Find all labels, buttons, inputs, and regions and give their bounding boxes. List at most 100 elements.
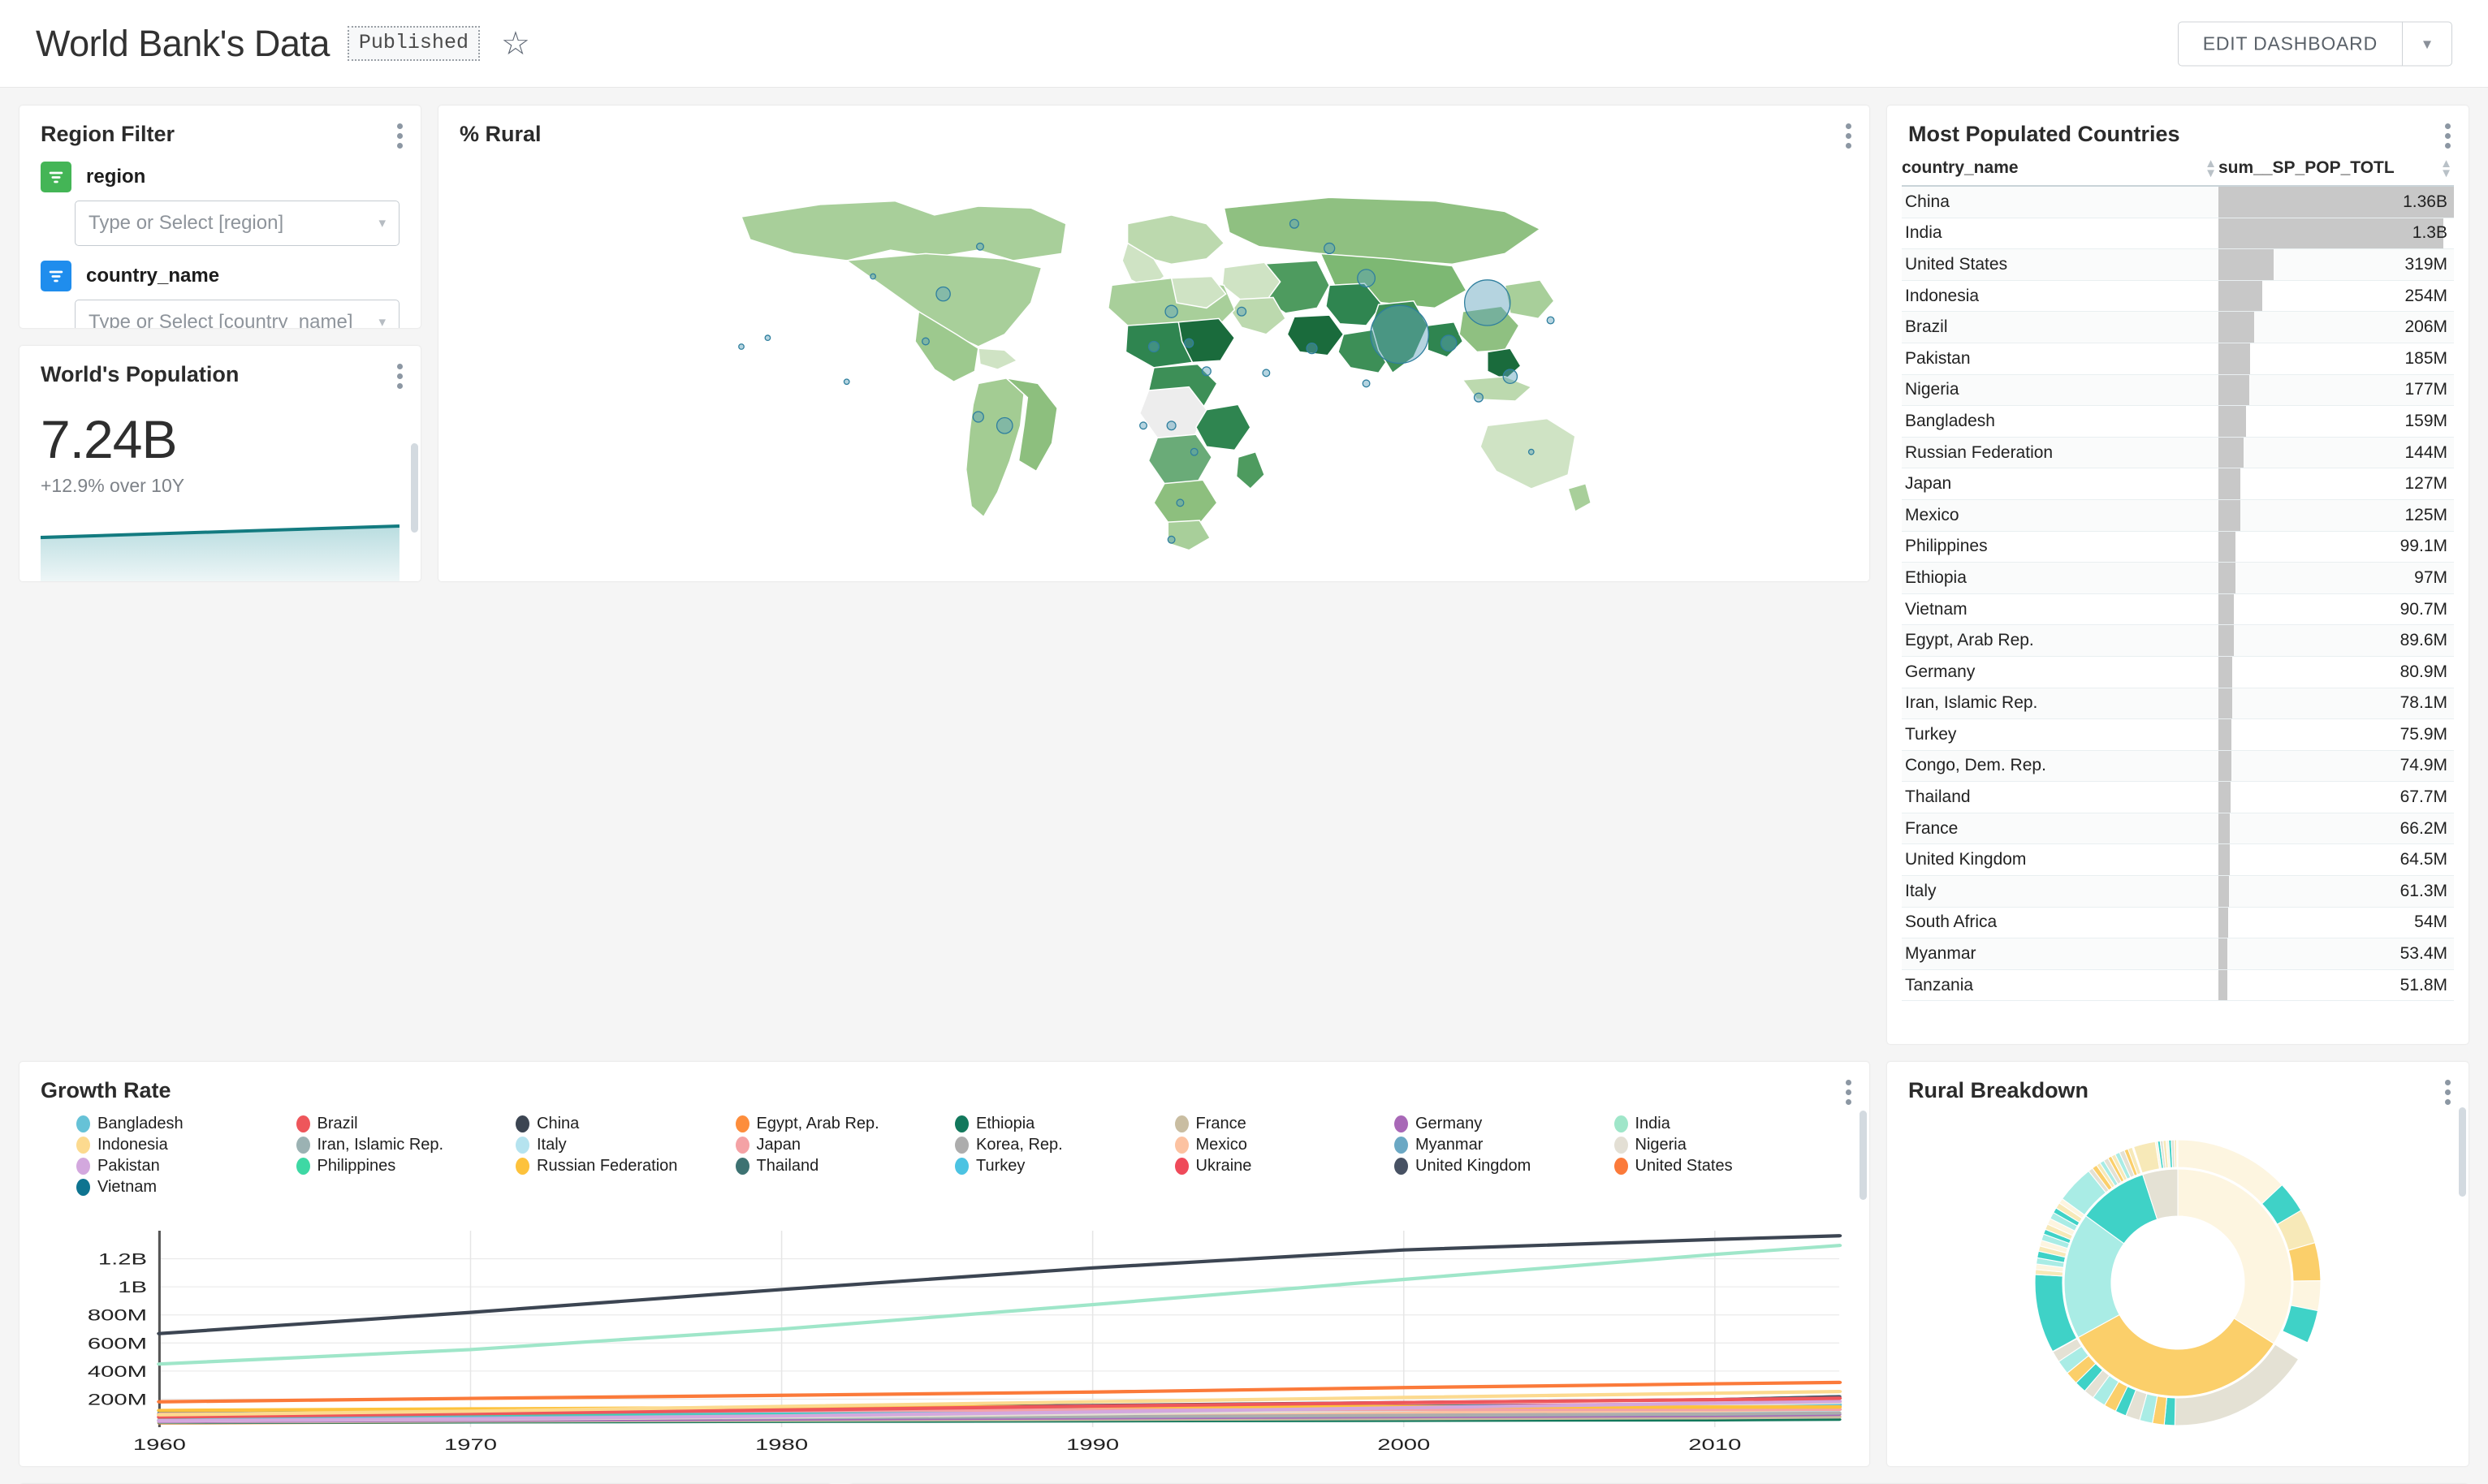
cell-country-name: Italy — [1905, 881, 1937, 900]
legend-swatch — [296, 1137, 310, 1154]
legend-item-1[interactable]: Brazil — [296, 1115, 516, 1133]
table-row[interactable]: Vietnam 90.7M — [1902, 593, 2454, 626]
table-row[interactable]: United States 319M — [1902, 249, 2454, 281]
table-row[interactable]: Iran, Islamic Rep. 78.1M — [1902, 688, 2454, 720]
value-bar — [2218, 782, 2231, 813]
table-row[interactable]: South Africa 54M — [1902, 907, 2454, 939]
legend-item-5[interactable]: France — [1174, 1115, 1395, 1133]
table-row[interactable]: Mexico 125M — [1902, 499, 2454, 532]
rural-map-card: % Rural — [438, 106, 1869, 581]
region-select[interactable]: Type or Select [region] ▾ — [75, 201, 400, 246]
table-row[interactable]: Tanzania 51.8M — [1902, 969, 2454, 1002]
legend-item-11[interactable]: Japan — [735, 1136, 956, 1154]
table-row[interactable]: United Kingdom 64.5M — [1902, 844, 2454, 877]
value-bar — [2218, 907, 2228, 938]
legend-item-4[interactable]: Ethiopia — [955, 1115, 1175, 1133]
table-body: China 1.36B India 1.3B United States 319M Indo… — [1887, 187, 2469, 1002]
legend-swatch — [955, 1115, 969, 1132]
legend-item-14[interactable]: Myanmar — [1394, 1136, 1614, 1154]
table-row[interactable]: Italy 61.3M — [1902, 876, 2454, 908]
table-row[interactable]: Pakistan 185M — [1902, 343, 2454, 375]
legend-item-23[interactable]: United States — [1613, 1157, 1834, 1176]
cell-country-name: Russian Federation — [1905, 442, 2054, 462]
table-row[interactable]: Bangladesh 159M — [1902, 406, 2454, 438]
cell-population: 89.6M — [2218, 625, 2454, 656]
legend-item-19[interactable]: Thailand — [735, 1157, 956, 1176]
table-row[interactable]: India 1.3B — [1902, 218, 2454, 250]
legend-item-3[interactable]: Egypt, Arab Rep. — [735, 1115, 956, 1133]
chevron-down-icon[interactable]: ▾ — [2402, 21, 2452, 66]
page-title: World Bank's Data — [36, 22, 330, 64]
table-row[interactable]: China 1.36B — [1902, 187, 2454, 218]
kebab-menu-icon[interactable] — [1846, 123, 1851, 149]
header-actions: EDIT DASHBOARD ▾ — [2177, 21, 2452, 66]
legend-item-6[interactable]: Germany — [1394, 1115, 1614, 1133]
legend-item-22[interactable]: United Kingdom — [1394, 1157, 1614, 1176]
scrollbar[interactable] — [411, 443, 418, 533]
table-row[interactable]: Turkey 75.9M — [1902, 719, 2454, 751]
legend-swatch — [76, 1115, 90, 1132]
legend-item-16[interactable]: Pakistan — [76, 1157, 296, 1176]
kebab-menu-icon[interactable] — [2445, 1080, 2451, 1105]
legend-item-7[interactable]: India — [1613, 1115, 1834, 1133]
cell-population: 1.36B — [2218, 187, 2454, 218]
legend-item-13[interactable]: Mexico — [1174, 1136, 1395, 1154]
legend-item-9[interactable]: Iran, Islamic Rep. — [296, 1136, 516, 1154]
table-row[interactable]: Congo, Dem. Rep. 74.9M — [1902, 750, 2454, 783]
value-bar — [2218, 938, 2228, 969]
table-row[interactable]: Myanmar 53.4M — [1902, 938, 2454, 970]
cell-country-name: China — [1905, 192, 1950, 211]
scrollbar[interactable] — [1860, 1111, 1867, 1200]
table-row[interactable]: France 66.2M — [1902, 813, 2454, 845]
kebab-menu-icon[interactable] — [397, 364, 403, 389]
country-name-select[interactable]: Type or Select [country_name] ▾ — [75, 300, 400, 328]
table-row[interactable]: Nigeria 177M — [1902, 374, 2454, 407]
legend-item-20[interactable]: Turkey — [955, 1157, 1175, 1176]
value-bar — [2218, 688, 2232, 719]
scrollbar[interactable] — [2459, 1107, 2466, 1197]
growth-rate-line-chart[interactable]: 200M 400M 600M 800M 1B 1.2B 1960 1970 1980 1990 20… — [19, 1224, 1869, 1466]
star-icon[interactable]: ☆ — [500, 25, 530, 62]
table-row[interactable]: Ethiopia 97M — [1902, 563, 2454, 594]
table-row[interactable]: Indonesia 254M — [1902, 280, 2454, 313]
legend-item-24[interactable]: Vietnam — [76, 1178, 296, 1197]
legend-item-17[interactable]: Philippines — [296, 1157, 516, 1176]
kebab-menu-icon[interactable] — [2445, 123, 2451, 149]
cell-country-name: India — [1905, 223, 1942, 243]
cell-population: 319M — [2218, 249, 2454, 280]
legend-item-18[interactable]: Russian Federation — [516, 1157, 736, 1176]
table-row[interactable]: Germany 80.9M — [1902, 656, 2454, 688]
table-row[interactable]: Thailand 67.7M — [1902, 782, 2454, 813]
column-header-population[interactable]: sum__SP_POP_TOTL ▲ ▼ — [2218, 157, 2452, 180]
cell-population: 144M — [2218, 437, 2454, 468]
table-row[interactable]: Japan 127M — [1902, 468, 2454, 500]
svg-text:600M: 600M — [88, 1335, 147, 1352]
legend-item-2[interactable]: China — [516, 1115, 736, 1133]
legend-item-10[interactable]: Italy — [516, 1136, 736, 1154]
legend-item-12[interactable]: Korea, Rep. — [955, 1136, 1175, 1154]
filter-label: region — [86, 166, 146, 188]
legend-item-0[interactable]: Bangladesh — [76, 1115, 296, 1133]
table-row[interactable]: Russian Federation 144M — [1902, 437, 2454, 469]
table-row[interactable]: Brazil 206M — [1902, 312, 2454, 343]
column-header-country-name[interactable]: country_name ▲ ▼ — [1902, 157, 2217, 180]
legend-label: Egypt, Arab Rep. — [756, 1115, 879, 1132]
rural-breakdown-sunburst[interactable] — [1887, 1099, 2469, 1466]
legend-item-8[interactable]: Indonesia — [76, 1136, 296, 1154]
sort-icon: ▲ ▼ — [2440, 157, 2452, 180]
kebab-menu-icon[interactable] — [397, 123, 403, 149]
table-row[interactable]: Philippines 99.1M — [1902, 531, 2454, 563]
edit-dashboard-button[interactable]: EDIT DASHBOARD — [2177, 21, 2402, 66]
legend-label: Turkey — [976, 1157, 1026, 1175]
world-choropleth-map[interactable] — [460, 162, 1848, 575]
cell-population: 177M — [2218, 374, 2454, 406]
kebab-menu-icon[interactable] — [1846, 1080, 1851, 1105]
legend-swatch — [296, 1115, 310, 1132]
legend-item-21[interactable]: Ukraine — [1174, 1157, 1395, 1176]
legend-item-15[interactable]: Nigeria — [1613, 1136, 1834, 1154]
cell-country-name: France — [1905, 818, 1959, 838]
cell-population: 99.1M — [2218, 531, 2454, 563]
table-row[interactable]: Egypt, Arab Rep. 89.6M — [1902, 625, 2454, 657]
svg-text:1.2B: 1.2B — [98, 1251, 147, 1268]
cell-population: 61.3M — [2218, 876, 2454, 907]
